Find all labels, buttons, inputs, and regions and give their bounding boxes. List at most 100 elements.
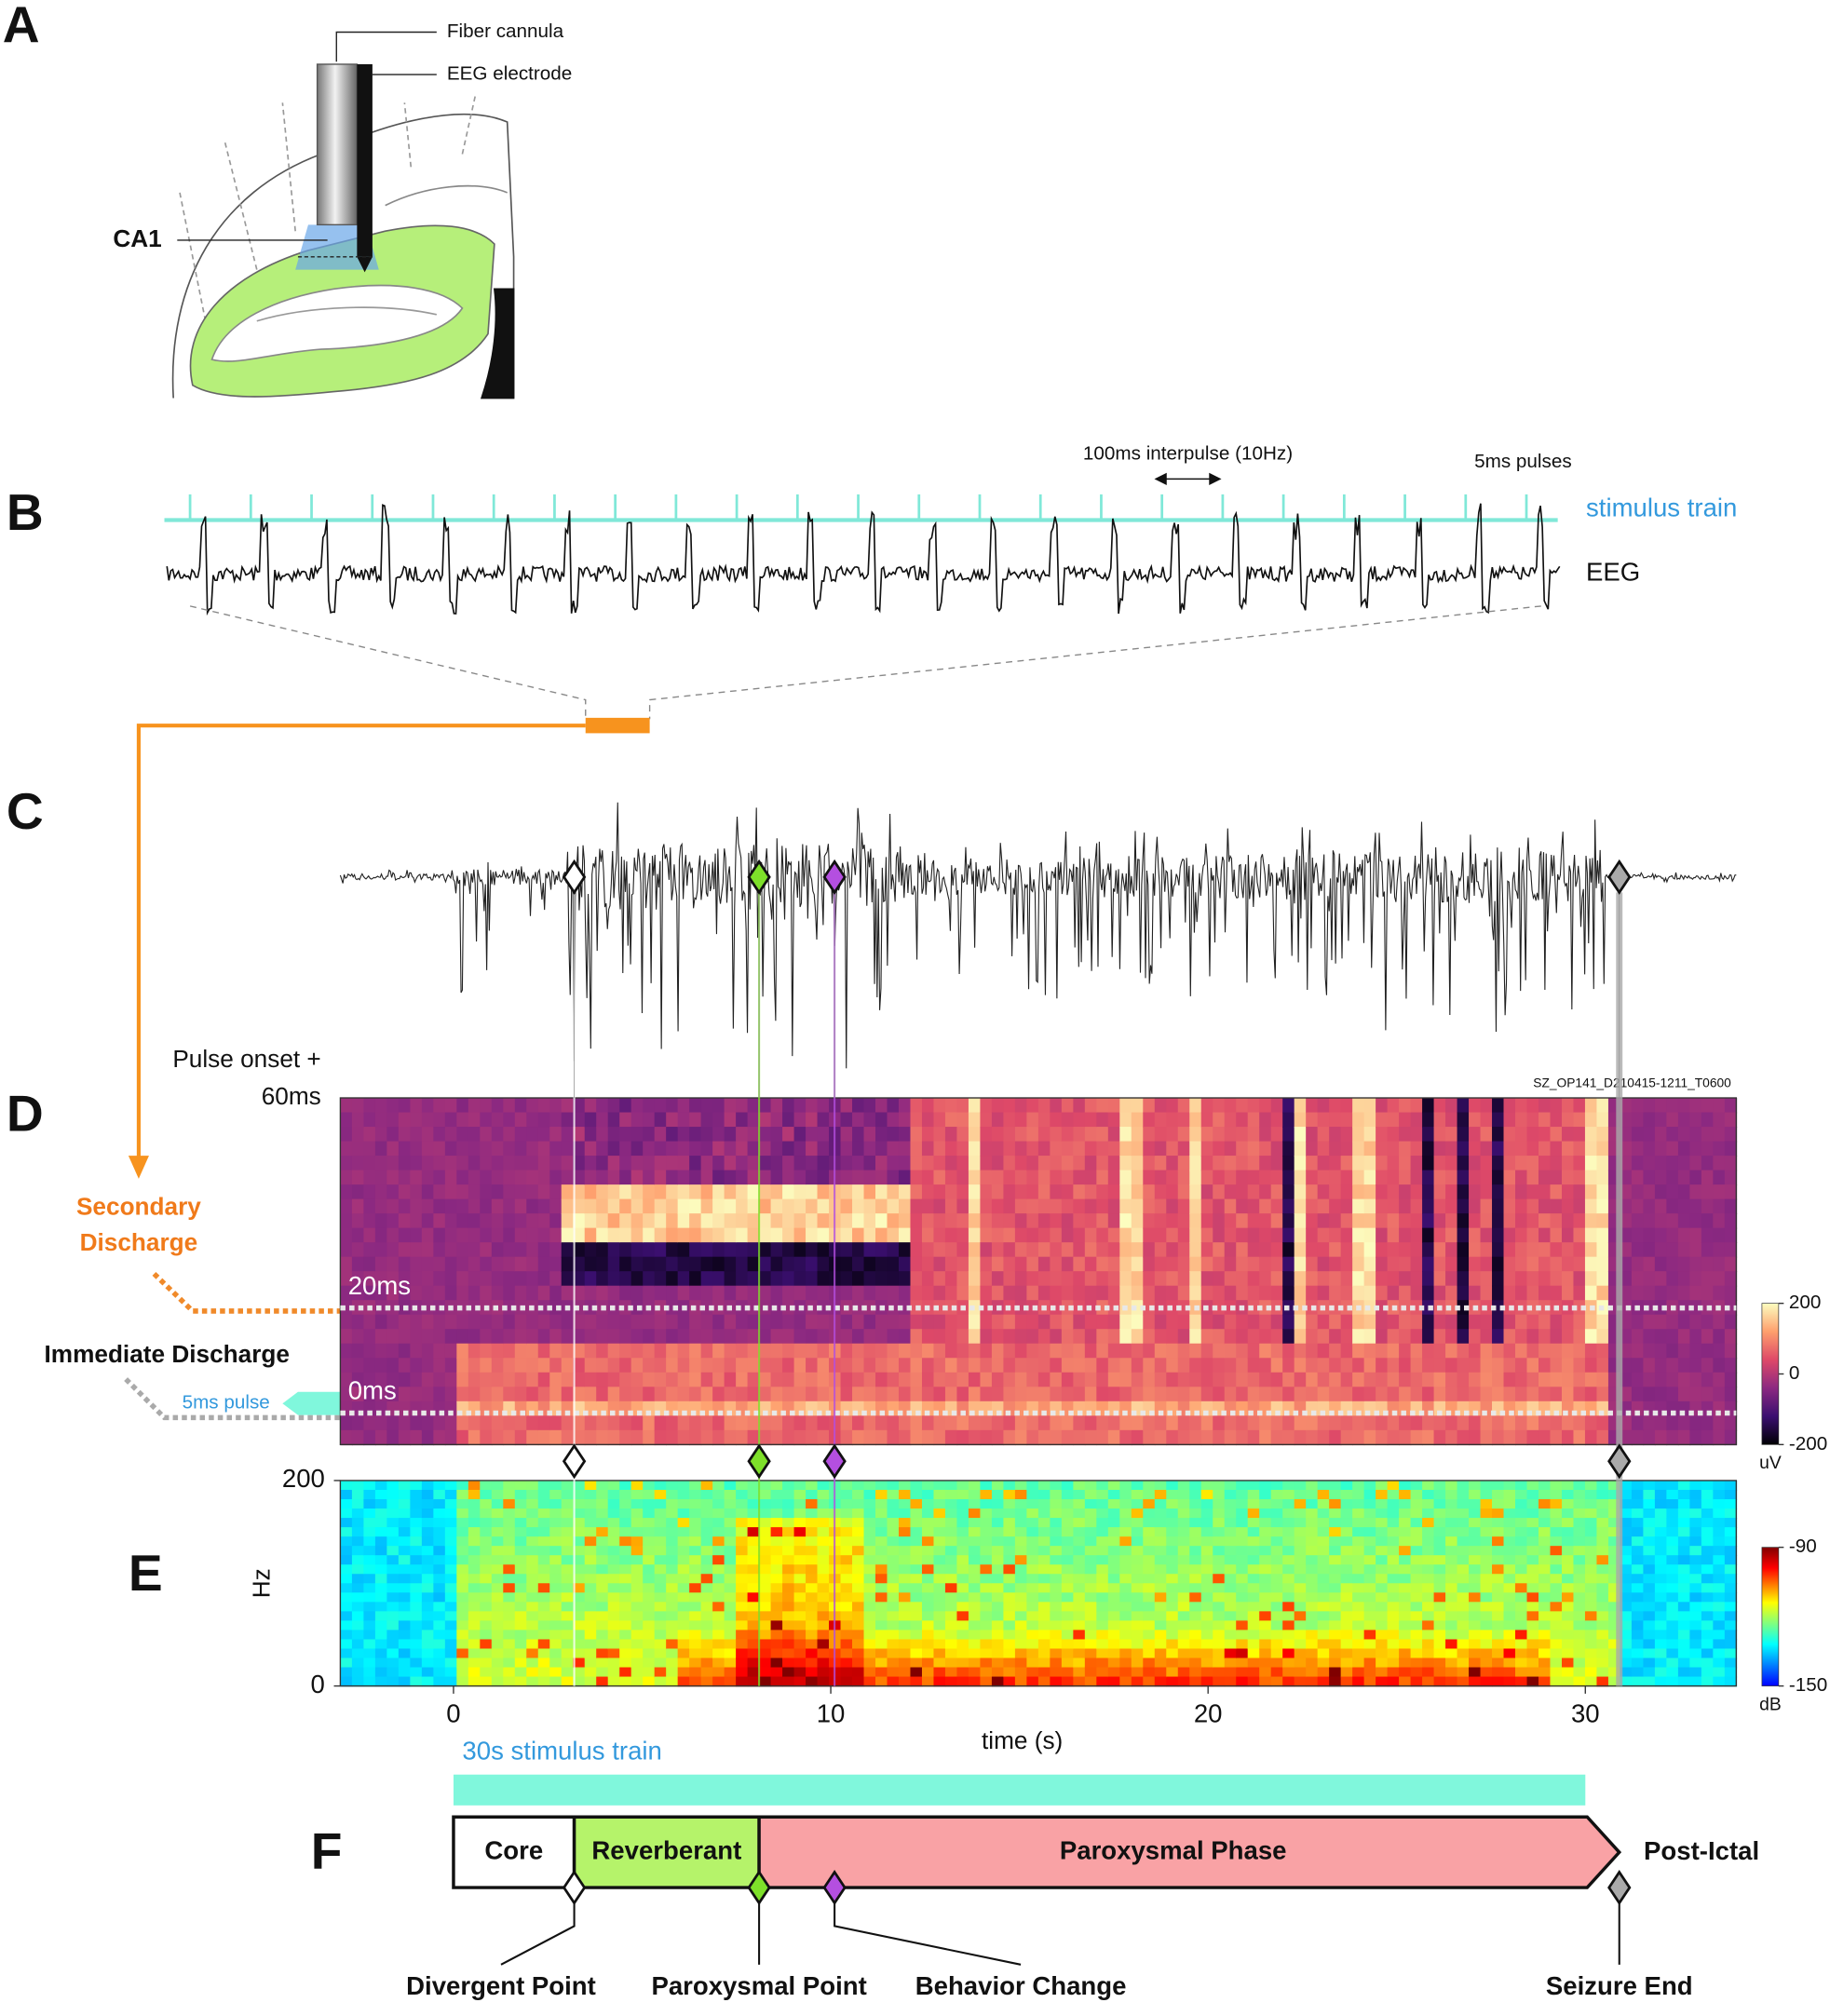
spectrogram-cell [654, 1676, 668, 1687]
heatmap-cell [491, 1314, 505, 1331]
heatmap-cell [956, 1127, 969, 1143]
heatmap-cell [991, 1112, 1005, 1128]
heatmap-cell [573, 1198, 586, 1214]
heatmap-cell [1014, 1170, 1028, 1185]
heatmap-cell [1177, 1156, 1191, 1171]
heatmap-cell [933, 1271, 946, 1287]
spectrogram-cell [444, 1667, 458, 1678]
spectrogram-cell [1340, 1667, 1353, 1678]
heatmap-cell [666, 1343, 679, 1360]
spectrogram-cell [491, 1676, 505, 1687]
spectrogram-cell [1340, 1518, 1353, 1528]
spectrogram-cell [630, 1574, 644, 1585]
spectrogram-cell [1236, 1518, 1249, 1528]
heatmap-cell [921, 1343, 935, 1360]
heatmap-cell [1469, 1141, 1482, 1157]
spectrogram-cell [1131, 1602, 1145, 1613]
spectrogram-cell [654, 1574, 668, 1585]
heatmap-cell [1259, 1127, 1272, 1143]
heatmap-cell [619, 1271, 632, 1287]
spectrogram-cell [1189, 1611, 1202, 1622]
heatmap-cell [770, 1343, 783, 1360]
spectrogram-cell [1189, 1489, 1202, 1500]
spectrogram-cell [910, 1536, 923, 1547]
heatmap-cell [1480, 1098, 1493, 1114]
spectrogram-cell [887, 1620, 900, 1631]
heatmap-cell [1387, 1387, 1400, 1402]
spectrogram-cell [596, 1602, 609, 1613]
heatmap-cell [1433, 1400, 1446, 1417]
spectrogram-cell [1131, 1648, 1145, 1659]
spectrogram-cell [503, 1518, 516, 1528]
spectrogram-cell [468, 1583, 481, 1594]
spectrogram-cell [386, 1546, 400, 1557]
heatmap-cell [852, 1271, 865, 1287]
heatmap-cell [619, 1387, 632, 1402]
heatmap-cell [596, 1127, 609, 1143]
heatmap-cell [968, 1098, 982, 1114]
heatmap-cell [712, 1184, 725, 1200]
heatmap-cell [1596, 1372, 1609, 1388]
spectrogram-cell [724, 1583, 737, 1594]
spectrogram-cell [1352, 1611, 1365, 1622]
spectrogram-cell [782, 1518, 795, 1528]
heatmap-cell [793, 1329, 807, 1345]
spectrogram-cell [759, 1564, 772, 1576]
heatmap-cell [573, 1227, 586, 1243]
spectrogram-cell [1247, 1480, 1261, 1491]
spectrogram-cell [1107, 1499, 1121, 1509]
spectrogram-cell [1177, 1657, 1191, 1669]
spectrogram-cell [910, 1676, 923, 1687]
heatmap-cell [1538, 1271, 1552, 1287]
spectrogram-cell [689, 1602, 702, 1613]
heatmap-cell [1538, 1329, 1552, 1345]
heatmap-cell [1236, 1387, 1249, 1402]
heatmap-cell [1677, 1098, 1691, 1114]
spectrogram-cell [549, 1480, 563, 1491]
heatmap-cell [1014, 1271, 1028, 1287]
heatmap-cell [968, 1329, 982, 1345]
spectrogram-cell [1387, 1564, 1400, 1576]
spectrogram-cell [444, 1527, 458, 1537]
spectrogram-cell [1317, 1527, 1330, 1537]
spectrogram-cell [374, 1667, 388, 1678]
heatmap-cell [1363, 1329, 1376, 1345]
spectrogram-cell [537, 1518, 551, 1528]
label: CA1 [113, 224, 161, 252]
heatmap-cell [1306, 1198, 1319, 1214]
spectrogram-cell [561, 1489, 575, 1500]
spectrogram-cell [1037, 1546, 1051, 1557]
heatmap-cell [1247, 1329, 1261, 1345]
heatmap-cell [1526, 1387, 1539, 1402]
spectrogram-cell [1363, 1620, 1376, 1631]
heatmap-cell [968, 1198, 982, 1214]
heatmap-cell [584, 1184, 598, 1200]
spectrogram-cell [1247, 1518, 1261, 1528]
spectrogram-cell [1119, 1676, 1132, 1687]
heatmap-cell [374, 1358, 388, 1373]
spectrogram-cell [863, 1499, 876, 1509]
spectrogram-cell [1317, 1536, 1330, 1547]
spectrogram-cell [991, 1611, 1005, 1622]
spectrogram-cell [1376, 1630, 1389, 1641]
heatmap-cell [968, 1156, 982, 1171]
heatmap-cell [398, 1213, 412, 1229]
spectrogram-cell [374, 1509, 388, 1519]
heatmap-cell [724, 1343, 737, 1360]
heatmap-cell [1014, 1314, 1028, 1331]
heatmap-cell [561, 1285, 575, 1302]
heatmap-cell [340, 1415, 353, 1431]
spectrogram-cell [1131, 1583, 1145, 1594]
spectrogram-cell [491, 1527, 505, 1537]
spectrogram-cell [363, 1509, 376, 1519]
spectrogram-cell [1270, 1639, 1284, 1650]
spectrogram-cell [806, 1611, 819, 1622]
heatmap-cell [549, 1314, 563, 1331]
heatmap-cell [1259, 1184, 1272, 1200]
heatmap-cell [910, 1184, 923, 1200]
spectrogram-cell [793, 1527, 807, 1537]
heatmap-cell [1677, 1415, 1691, 1431]
heatmap-cell [806, 1170, 819, 1185]
heatmap-cell [1620, 1415, 1633, 1431]
heatmap-cell [643, 1343, 656, 1360]
